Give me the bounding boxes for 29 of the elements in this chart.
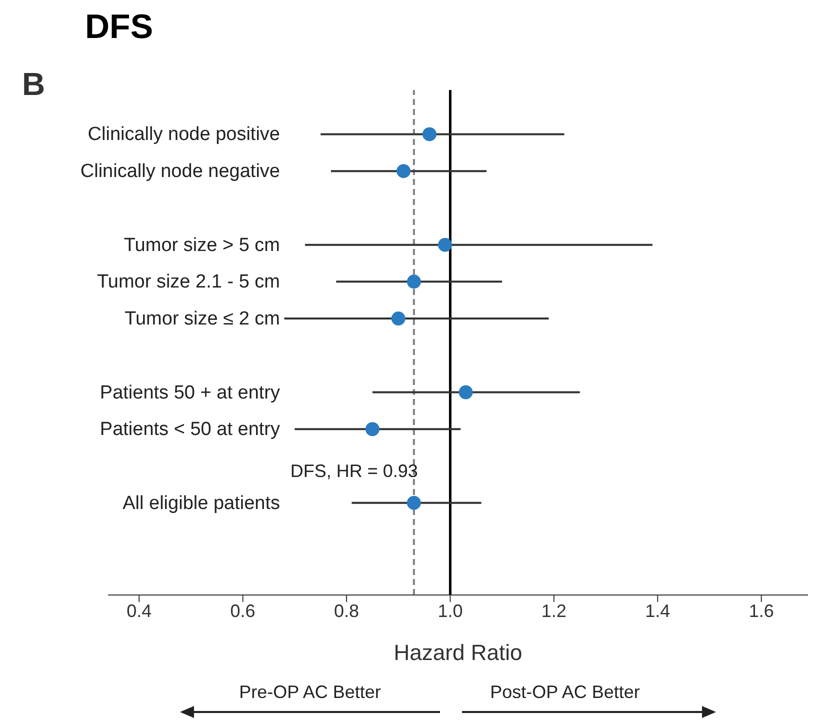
point xyxy=(458,385,473,400)
point xyxy=(396,164,411,178)
point xyxy=(406,496,421,510)
y-tick-label: Clinically node positive xyxy=(88,124,280,146)
x-tick-label: 0.6 xyxy=(230,600,256,621)
ref-line-label: DFS, HR = 0.93 xyxy=(290,461,418,482)
x-axis-title: Hazard Ratio xyxy=(394,640,522,665)
point xyxy=(391,312,406,326)
point xyxy=(438,238,452,252)
point xyxy=(365,422,380,436)
y-tick-label: Tumor size ≤ 2 cm xyxy=(124,308,280,330)
y-tick-label: Tumor size 2.1 - 5 cm xyxy=(96,272,280,293)
y-tick-label: Patients 50 + at entry xyxy=(100,382,280,404)
y-tick-label: Patients < 50 at entry xyxy=(100,419,280,440)
x-tick-label: 1.0 xyxy=(438,600,463,621)
x-tick-label: 0.4 xyxy=(126,600,152,621)
point xyxy=(422,127,436,142)
x-tick-label: 0.8 xyxy=(334,600,360,621)
x-tick-label: 1.6 xyxy=(748,600,774,621)
chart-title: DFS xyxy=(85,8,153,47)
x-tick-label: 1.2 xyxy=(541,600,566,621)
text: B xyxy=(22,66,46,103)
y-tick-label: Clinically node negative xyxy=(80,161,280,182)
x-tick-label: 1.4 xyxy=(645,600,670,621)
text: Post-OP AC Better xyxy=(490,682,640,702)
point xyxy=(406,274,421,289)
y-tick-label: Tumor size > 5 cm xyxy=(124,234,280,256)
y-tick-label: All eligible patients xyxy=(122,492,280,514)
text: Pre-OP AC Better xyxy=(239,682,381,702)
